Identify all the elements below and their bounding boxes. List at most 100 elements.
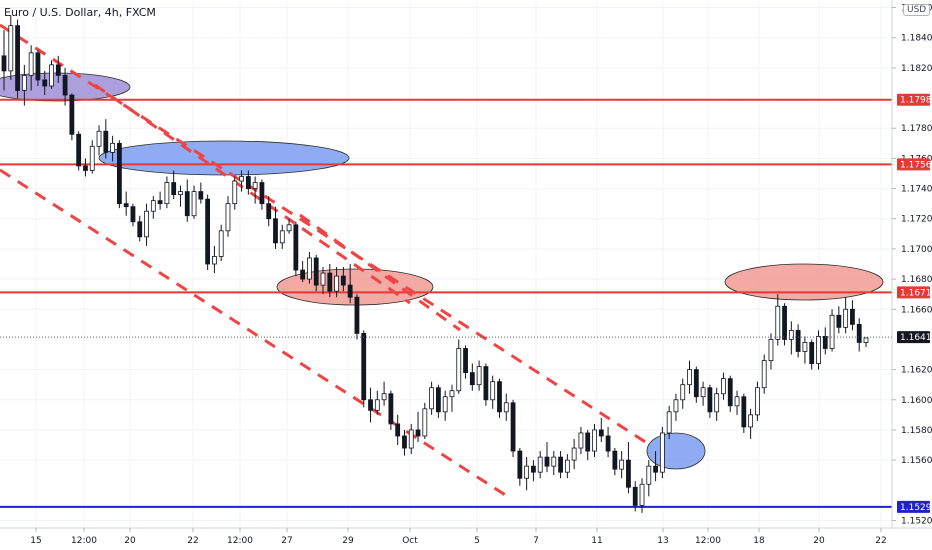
candle-down [435, 387, 441, 413]
time-tick-label: 29 [342, 536, 354, 546]
candle-down [626, 459, 631, 488]
candle-up [639, 483, 645, 506]
candle-up [673, 399, 679, 413]
candle-up [863, 337, 869, 343]
candle-up [456, 348, 462, 392]
red-zone-ellipse-right [724, 263, 884, 301]
candle-up [89, 145, 95, 171]
candle-down [531, 465, 536, 473]
candle-up [802, 342, 808, 352]
candle-down [205, 198, 211, 265]
candle-down [273, 218, 278, 244]
candle-down [83, 165, 88, 171]
candle-down [782, 305, 787, 340]
candle-down [469, 372, 475, 386]
time-tick-label: 11 [591, 536, 602, 546]
time-axis-bg [0, 528, 932, 550]
last-price-tag-label: 1.16415 [900, 333, 932, 343]
price-tick-label: 1.16600 [901, 305, 932, 315]
time-tick-label: 20 [813, 536, 825, 546]
candle-down [116, 142, 122, 205]
channel-line-3 [94, 83, 411, 305]
candle-down [245, 176, 251, 189]
candle-down [42, 79, 48, 87]
candle-up [666, 411, 672, 434]
candle-down [340, 275, 346, 286]
candle-down [558, 456, 563, 473]
time-tick-label: 13 [657, 536, 668, 546]
candle-down [327, 272, 333, 292]
candle-up [537, 456, 543, 473]
candle-down [632, 486, 638, 506]
candle-up [374, 399, 380, 411]
candle-up [422, 408, 428, 437]
candle-up [279, 230, 285, 244]
candle-down [727, 378, 733, 407]
candle-down [653, 465, 658, 473]
candle-down [605, 435, 611, 452]
candle-up [503, 402, 509, 413]
candle-up [748, 414, 754, 428]
candle-up [212, 256, 217, 265]
channel-line-1 [0, 23, 651, 447]
candle-down [300, 269, 306, 280]
candle-down [856, 323, 862, 343]
grid [0, 0, 892, 528]
candle-down [313, 257, 319, 286]
resistance-2-tag [897, 158, 930, 171]
candle-up [408, 429, 414, 449]
price-tick-label: 1.15600 [901, 456, 932, 466]
candle-down [76, 133, 82, 167]
candle-up [232, 180, 238, 205]
candle-up [646, 465, 652, 485]
candle-up [8, 25, 14, 72]
candle-up [286, 224, 292, 232]
time-tick-label: 5 [474, 536, 480, 546]
candle-down [822, 336, 828, 349]
time-tick-label: 15 [30, 536, 41, 546]
price-tick-label: 1.15800 [901, 426, 932, 436]
candle-up [476, 366, 482, 386]
candle-down [510, 402, 516, 452]
candle-up [578, 432, 584, 449]
currency-selector[interactable]: USD [903, 4, 931, 16]
candle-up [619, 459, 625, 470]
candle-down [463, 348, 468, 374]
time-tick-label: 18 [753, 536, 765, 546]
time-tick-label: 27 [281, 536, 292, 546]
candle-down [361, 332, 367, 401]
candle-up [700, 387, 706, 398]
candle-up [687, 369, 692, 386]
candle-up [843, 308, 849, 328]
candle-down [130, 206, 136, 223]
time-tick-label: 12:00 [227, 536, 253, 546]
horizontal-levels [0, 98, 892, 508]
price-tick-label: 1.17200 [901, 215, 932, 225]
time-tick-label: 20 [124, 536, 136, 546]
candle-down [198, 191, 204, 200]
candle-up [816, 336, 821, 364]
candle-down [483, 366, 489, 401]
candle-down [137, 221, 143, 238]
candle-up [490, 381, 496, 401]
candle-down [497, 381, 502, 413]
candle-down [266, 203, 272, 220]
candle-up [564, 459, 570, 473]
candle-down [836, 314, 842, 328]
price-tick-label: 1.15200 [901, 516, 932, 526]
candle-up [21, 75, 27, 91]
time-tick-label: Oct [402, 536, 418, 546]
candle-down [55, 64, 61, 76]
price-tick-label: 1.18200 [901, 64, 932, 74]
resistance-3-tag [897, 286, 930, 299]
price-axis-bg [892, 0, 932, 550]
last-price-tag [897, 331, 930, 344]
candle-down [103, 130, 109, 153]
candle-down [368, 399, 373, 411]
candle-down [544, 456, 550, 467]
resistance-2-tag-label: 1.17560 [900, 160, 932, 170]
candle-down [707, 387, 713, 413]
price-tick-label: 1.16000 [901, 396, 932, 406]
